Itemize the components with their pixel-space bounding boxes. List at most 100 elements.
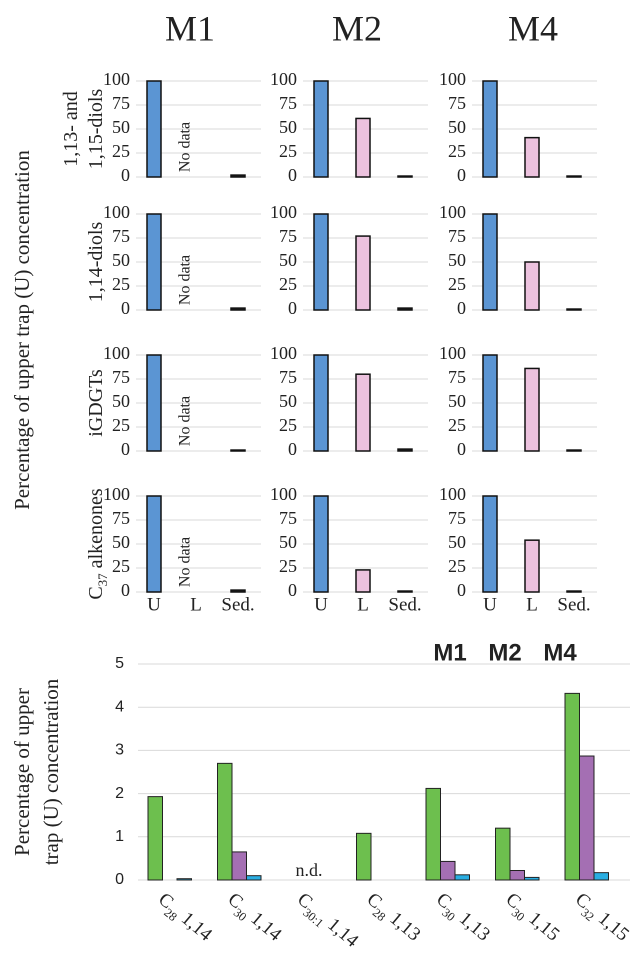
column-title: M2 <box>332 8 382 48</box>
y-tick-label: 50 <box>279 532 297 552</box>
y-tick-label: 1 <box>115 828 124 845</box>
y-tick-label: 0 <box>115 871 124 888</box>
y-tick-label: 25 <box>112 415 130 435</box>
x-tick-label: C30 1,15 <box>499 889 563 948</box>
y-tick-label: 100 <box>270 484 297 504</box>
y-tick-label: 75 <box>279 367 297 387</box>
y-tick-label: 75 <box>279 226 297 246</box>
label-part: 1,15 <box>521 905 564 946</box>
y-tick-label: 75 <box>448 508 466 528</box>
bar <box>524 539 540 593</box>
y-tick-label: 25 <box>279 556 297 576</box>
y-tick-label: 0 <box>288 580 297 600</box>
label-part: 1,14-diols <box>85 222 107 303</box>
y-tick-label: 0 <box>457 439 466 459</box>
y-tick-label: 100 <box>439 69 466 89</box>
bar <box>355 569 371 593</box>
y-tick-label: 75 <box>112 508 130 528</box>
column-title: M1 <box>165 8 215 48</box>
bar <box>524 136 540 178</box>
y-tick-label: 50 <box>112 391 130 411</box>
bar <box>566 308 582 311</box>
y-axis-label: Percentage of upper trap (U) concentrati… <box>10 150 34 510</box>
y-tick-label: 25 <box>279 415 297 435</box>
x-tick-label: C32 1,15 <box>569 889 633 948</box>
bar <box>231 851 247 881</box>
y-axis-label: Percentage of upper <box>10 688 34 856</box>
bar <box>482 354 498 452</box>
y-tick-label: 50 <box>448 532 466 552</box>
y-tick-label: 75 <box>112 226 130 246</box>
y-tick-label: 25 <box>448 141 466 161</box>
y-tick-label: 100 <box>103 69 130 89</box>
y-tick-label: 25 <box>448 556 466 576</box>
y-tick-label: 50 <box>112 532 130 552</box>
bar <box>482 213 498 311</box>
bar <box>217 762 233 881</box>
no-data-note: No data <box>177 255 194 305</box>
bar <box>397 307 413 311</box>
row-label: iGDGTs <box>85 369 107 437</box>
x-tick-label: L <box>357 594 369 615</box>
bar <box>355 373 371 452</box>
bar <box>524 876 540 881</box>
y-tick-label: 25 <box>112 556 130 576</box>
column-title: M4 <box>508 8 558 48</box>
y-tick-label: 0 <box>121 298 130 318</box>
y-tick-label: 0 <box>457 580 466 600</box>
y-tick-label: 50 <box>279 391 297 411</box>
bar <box>440 860 456 881</box>
y-tick-label: 25 <box>448 274 466 294</box>
y-tick-label: 25 <box>112 274 130 294</box>
bar <box>482 80 498 178</box>
bar <box>146 354 162 452</box>
y-tick-label: 50 <box>112 250 130 270</box>
bar <box>524 367 540 452</box>
y-tick-label: 100 <box>103 484 130 504</box>
y-tick-label: 100 <box>439 202 466 222</box>
y-tick-label: 0 <box>288 439 297 459</box>
y-tick-label: 75 <box>112 367 130 387</box>
y-tick-label: 0 <box>288 298 297 318</box>
x-tick-label: U <box>483 594 497 615</box>
y-tick-label: 100 <box>103 343 130 363</box>
y-tick-label: 100 <box>103 202 130 222</box>
legend-entry: M1 <box>433 639 466 666</box>
y-tick-label: 50 <box>279 250 297 270</box>
bar <box>313 80 329 178</box>
no-data-note: No data <box>177 122 194 172</box>
y-tick-label: 0 <box>457 298 466 318</box>
x-tick-label: U <box>147 594 161 615</box>
x-tick-label: Sed. <box>388 594 421 615</box>
bar <box>509 869 525 881</box>
label-part: 1,13 <box>382 905 425 946</box>
label-part: alkenones <box>85 488 107 573</box>
y-tick-label: 50 <box>279 117 297 137</box>
y-tick-label: 50 <box>448 250 466 270</box>
legend-entry: M2 <box>488 639 521 666</box>
bar <box>147 796 163 881</box>
bar <box>593 872 609 881</box>
bar <box>566 175 582 178</box>
row-label: C37 alkenones <box>85 488 111 600</box>
bar <box>579 755 595 881</box>
y-tick-label: 4 <box>115 698 124 715</box>
y-tick-label: 0 <box>457 165 466 185</box>
x-tick-label: L <box>526 594 538 615</box>
bar <box>230 449 246 452</box>
x-tick-label: L <box>190 594 202 615</box>
x-tick-label: Sed. <box>557 594 590 615</box>
bar <box>397 175 413 178</box>
x-tick-label: C30 1,14 <box>221 889 285 949</box>
bar <box>230 174 246 178</box>
row-label: 1,14-diols <box>85 222 107 303</box>
no-data-note: No data <box>177 537 194 587</box>
y-tick-label: 75 <box>279 93 297 113</box>
x-tick-label: C30:1 1,14 <box>291 889 363 954</box>
bar <box>355 235 371 311</box>
y-tick-label: 2 <box>115 785 124 802</box>
x-tick-label: U <box>314 594 328 615</box>
y-tick-label: 100 <box>439 484 466 504</box>
x-tick-label: C30 1,13 <box>430 889 494 948</box>
